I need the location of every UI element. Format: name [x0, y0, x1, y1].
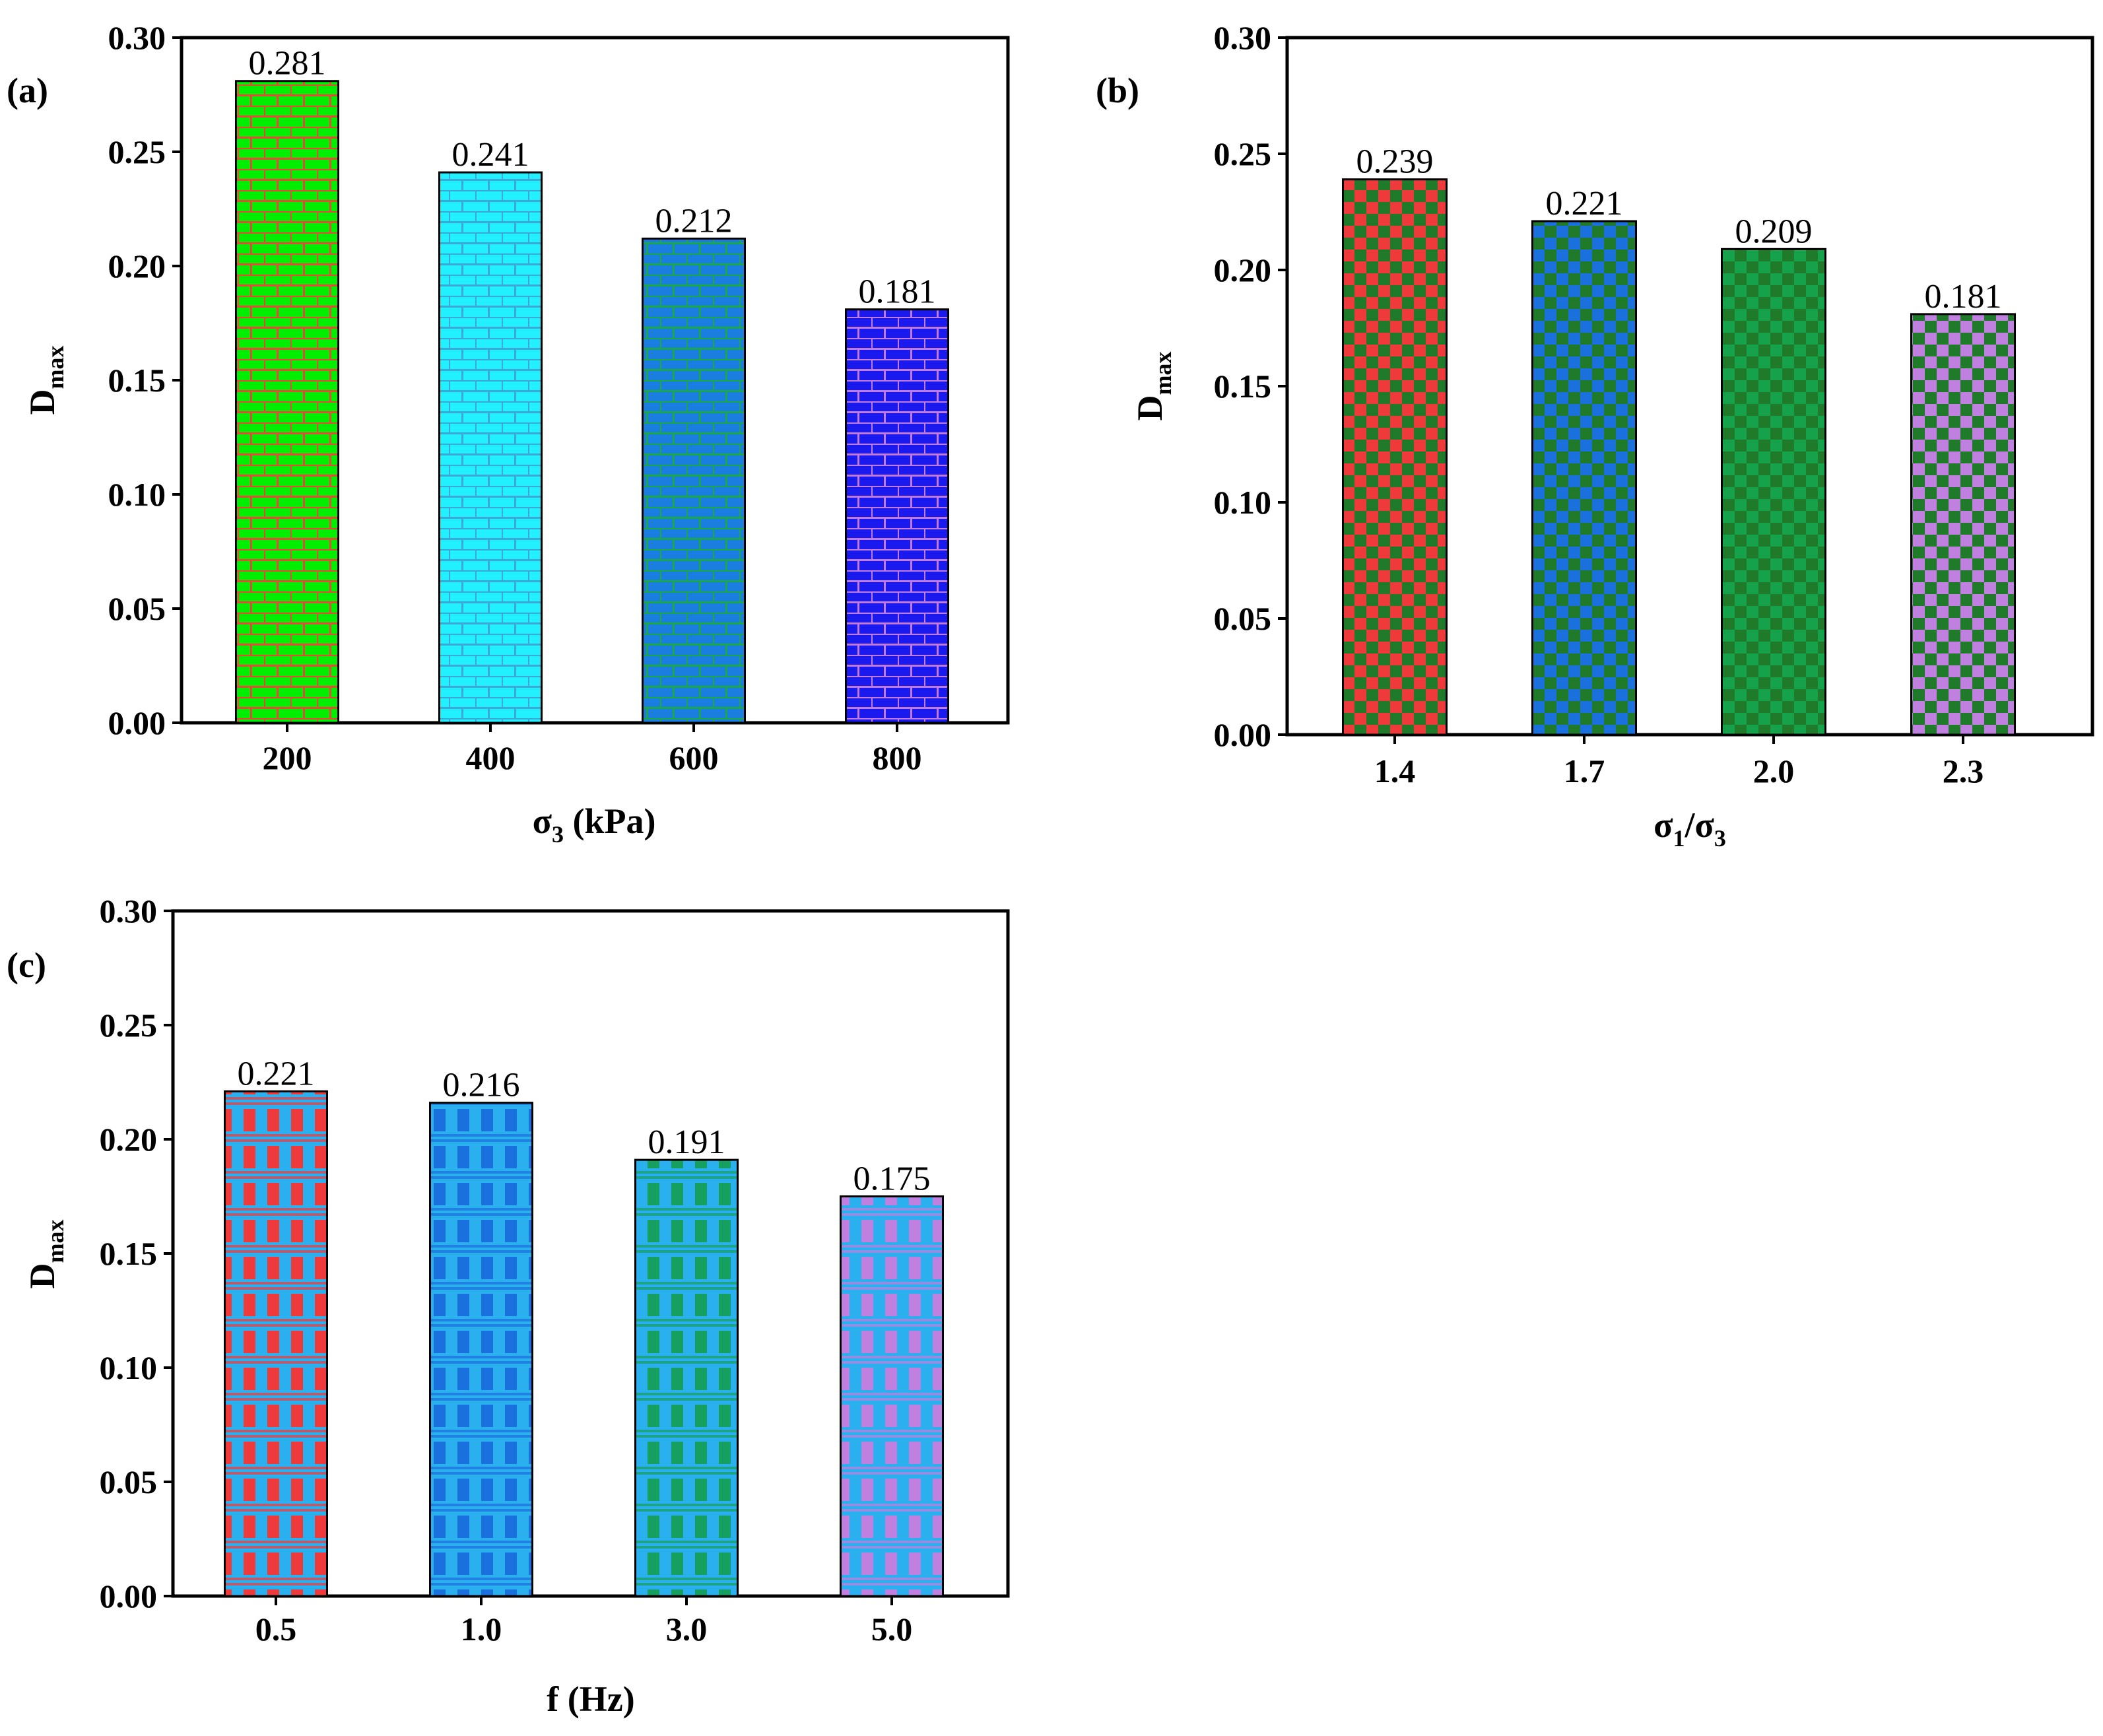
- y-tick-label: 0.15: [108, 362, 166, 399]
- x-tick-label: 3.0: [666, 1611, 708, 1648]
- y-tick-label: 0.05: [100, 1463, 158, 1500]
- x-tick-label: 1.7: [1564, 752, 1605, 789]
- x-tick-label: 200: [263, 739, 312, 776]
- y-tick-label: 0.30: [108, 19, 166, 56]
- bar-800: [845, 308, 949, 724]
- panel-label: (b): [1096, 71, 1139, 110]
- y-tick-label: 0.25: [108, 133, 166, 170]
- bar-2.0: [1721, 248, 1826, 736]
- y-tick-label: 0.15: [100, 1235, 158, 1272]
- y-tick-label: 0.05: [1214, 600, 1272, 637]
- y-axis-title: Dmax: [1130, 352, 1176, 421]
- bar-0.5: [224, 1090, 328, 1597]
- x-tick-label: 0.5: [255, 1611, 297, 1648]
- bar-value-label: 0.216: [443, 1067, 520, 1104]
- bar-value-label: 0.175: [853, 1160, 931, 1198]
- x-tick-label: 2.0: [1753, 752, 1795, 789]
- panel-label: (a): [7, 71, 48, 110]
- bar-value-labels: 0.221 0.216 0.191 0.175: [238, 1055, 931, 1197]
- bar-value-labels: 0.281 0.241 0.212 0.181: [249, 45, 936, 311]
- y-tick-label: 0.10: [100, 1349, 158, 1386]
- bar-1.0: [429, 1102, 533, 1597]
- y-tick-label: 0.00: [108, 704, 166, 741]
- bar-value-labels: 0.239 0.221 0.209 0.181: [1356, 143, 2002, 316]
- x-tick-label: 5.0: [871, 1611, 913, 1648]
- panel-c: (c) 0.00 0.05 0.10 0.15 0.20 0.25 0.30 0.5 1.0 3…: [7, 892, 1010, 1719]
- y-axis-title: Dmax: [22, 1220, 69, 1289]
- x-tick-label: 400: [466, 739, 516, 776]
- y-tick-label: 0.30: [1214, 19, 1272, 56]
- bar-3.0: [634, 1158, 739, 1597]
- y-tick-label: 0.15: [1214, 368, 1272, 405]
- y-tick-label: 0.00: [1214, 716, 1272, 753]
- panel-label: (c): [7, 945, 46, 985]
- x-axis-title: σ1/σ3: [1653, 805, 1726, 851]
- x-tick-label: 800: [873, 739, 922, 776]
- y-axis-ticks: 0.00 0.05 0.10 0.15 0.20 0.25 0.30: [108, 19, 182, 741]
- bar-value-label: 0.281: [249, 45, 326, 83]
- x-axis-title: f (Hz): [547, 1679, 634, 1719]
- y-tick-label: 0.25: [1214, 135, 1272, 172]
- x-tick-label: 2.3: [1943, 752, 1984, 789]
- bars: [235, 80, 949, 724]
- bar-value-label: 0.181: [859, 273, 936, 311]
- y-tick-label: 0.10: [108, 476, 166, 513]
- y-tick-label: 0.00: [100, 1578, 158, 1615]
- y-tick-label: 0.25: [100, 1007, 158, 1044]
- x-axis-ticks: 0.5 1.0 3.0 5.0: [255, 1596, 913, 1648]
- x-tick-label: 600: [669, 739, 719, 776]
- bar-value-label: 0.209: [1735, 213, 1813, 250]
- y-tick-label: 0.20: [108, 248, 166, 284]
- y-axis-ticks: 0.00 0.05 0.10 0.15 0.20 0.25 0.30: [1214, 19, 1287, 753]
- bar-value-label: 0.239: [1356, 143, 1434, 181]
- bar-1.4: [1342, 178, 1448, 736]
- x-axis-ticks: 200 400 600 800: [263, 723, 922, 776]
- bar-1.7: [1531, 220, 1637, 736]
- y-tick-label: 0.10: [1214, 484, 1272, 521]
- x-tick-label: 1.4: [1374, 752, 1416, 789]
- bar-value-label: 0.241: [452, 136, 529, 174]
- bar-value-label: 0.181: [1925, 278, 2002, 316]
- y-tick-label: 0.30: [100, 892, 158, 929]
- y-axis-ticks: 0.00 0.05 0.10 0.15 0.20 0.25 0.30: [100, 892, 173, 1615]
- bar-200: [235, 80, 339, 724]
- panel-b: (b) 0.00 0.05 0.10 0.15 0.20 0.25 0.30 1.4 1.7 2…: [1096, 19, 2094, 851]
- bar-value-label: 0.221: [1546, 185, 1623, 222]
- bar-600: [642, 237, 746, 724]
- bar-400: [438, 171, 543, 724]
- x-tick-label: 1.0: [461, 1611, 502, 1648]
- x-axis-ticks: 1.4 1.7 2.0 2.3: [1374, 735, 1984, 789]
- panel-a: (a) 0.00 0.05 0.10 0.15 0.20 0.25 0.30 200 400 6…: [7, 19, 1010, 848]
- bar-5.0: [840, 1195, 944, 1597]
- y-axis-title: Dmax: [22, 346, 69, 415]
- bar-value-label: 0.191: [648, 1123, 725, 1161]
- bar-value-label: 0.221: [238, 1055, 315, 1092]
- bars: [224, 1090, 944, 1597]
- y-tick-label: 0.20: [1214, 251, 1272, 288]
- y-tick-label: 0.05: [108, 590, 166, 627]
- bars: [1342, 178, 2016, 736]
- bar-2.3: [1910, 313, 2016, 736]
- bar-value-label: 0.212: [655, 202, 733, 240]
- y-tick-label: 0.20: [100, 1121, 158, 1158]
- x-axis-title: σ3 (kPa): [533, 801, 656, 848]
